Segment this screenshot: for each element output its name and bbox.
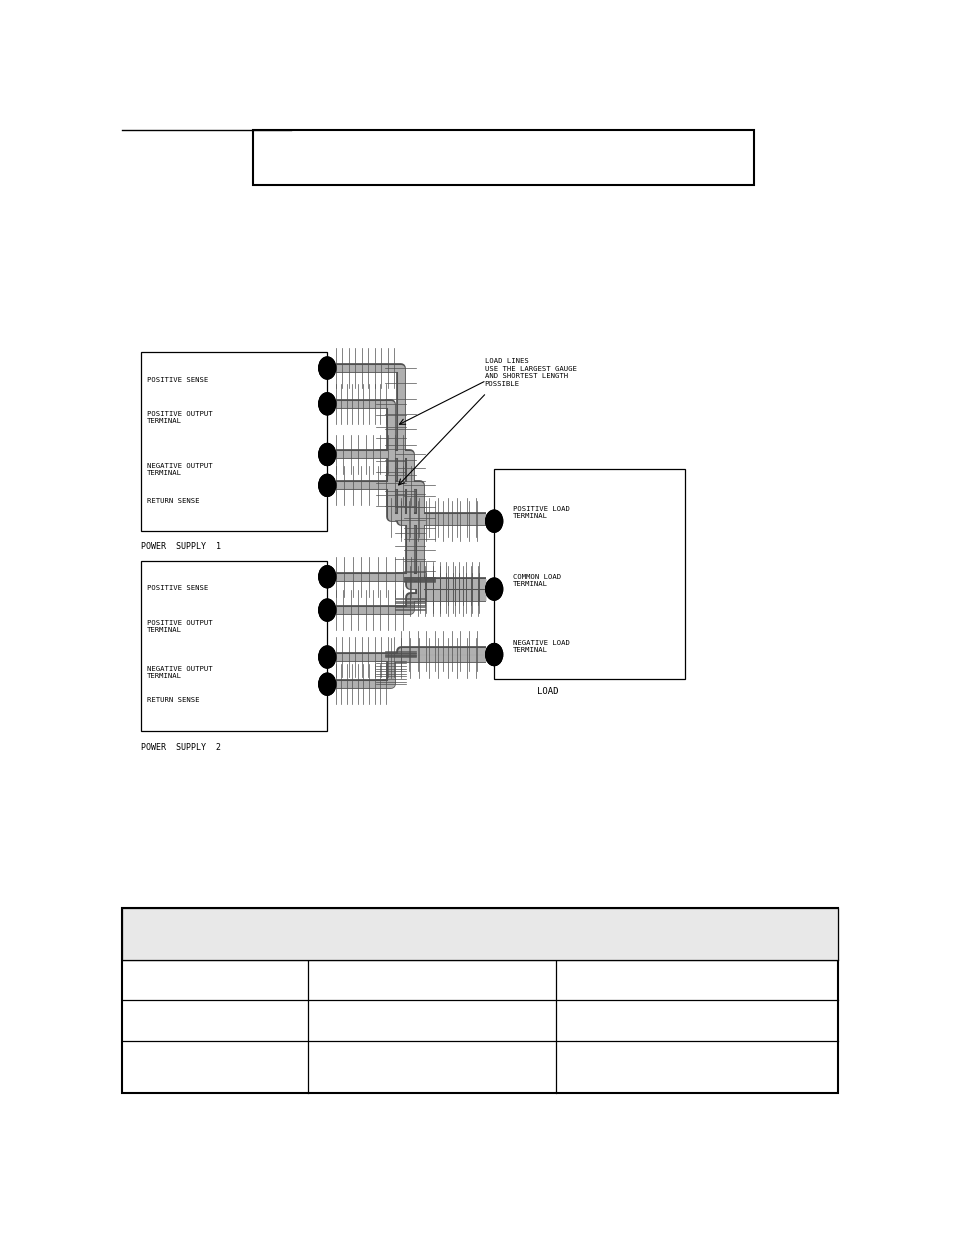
Circle shape <box>318 566 335 588</box>
Circle shape <box>318 357 335 379</box>
Circle shape <box>485 578 502 600</box>
Text: POSITIVE OUTPUT
TERMINAL: POSITIVE OUTPUT TERMINAL <box>147 620 213 634</box>
Text: NEGATIVE LOAD
TERMINAL: NEGATIVE LOAD TERMINAL <box>513 640 570 653</box>
Circle shape <box>318 474 335 496</box>
Text: POWER  SUPPLY  1: POWER SUPPLY 1 <box>141 542 221 551</box>
Circle shape <box>318 599 335 621</box>
Text: RETURN SENSE: RETURN SENSE <box>147 697 199 703</box>
Text: NEGATIVE OUTPUT
TERMINAL: NEGATIVE OUTPUT TERMINAL <box>147 463 213 477</box>
Circle shape <box>485 510 502 532</box>
Circle shape <box>318 673 335 695</box>
Circle shape <box>318 357 335 379</box>
Bar <box>141 561 327 731</box>
Circle shape <box>485 510 502 532</box>
Bar <box>494 469 684 679</box>
Circle shape <box>485 643 502 666</box>
Text: RETURN SENSE: RETURN SENSE <box>147 498 199 504</box>
Bar <box>253 130 753 185</box>
Circle shape <box>318 474 335 496</box>
Circle shape <box>318 673 335 695</box>
Text: POSITIVE SENSE: POSITIVE SENSE <box>147 585 208 592</box>
Text: POSITIVE SENSE: POSITIVE SENSE <box>147 377 208 383</box>
Circle shape <box>318 443 335 466</box>
Text: LOAD: LOAD <box>537 687 558 695</box>
Text: COMMON LOAD
TERMINAL: COMMON LOAD TERMINAL <box>513 574 560 588</box>
Circle shape <box>485 578 502 600</box>
Bar <box>122 908 837 960</box>
Bar <box>122 908 837 1093</box>
Text: NEGATIVE OUTPUT
TERMINAL: NEGATIVE OUTPUT TERMINAL <box>147 666 213 679</box>
Circle shape <box>318 393 335 415</box>
Circle shape <box>318 443 335 466</box>
Circle shape <box>318 393 335 415</box>
Circle shape <box>318 646 335 668</box>
Text: POSITIVE OUTPUT
TERMINAL: POSITIVE OUTPUT TERMINAL <box>147 411 213 425</box>
Text: POWER  SUPPLY  2: POWER SUPPLY 2 <box>141 743 221 752</box>
Circle shape <box>485 643 502 666</box>
Text: POSITIVE LOAD
TERMINAL: POSITIVE LOAD TERMINAL <box>513 506 570 520</box>
Circle shape <box>318 646 335 668</box>
Text: LOAD LINES
USE THE LARGEST GAUGE
AND SHORTEST LENGTH
POSSIBLE: LOAD LINES USE THE LARGEST GAUGE AND SHO… <box>484 358 576 387</box>
Bar <box>141 352 327 531</box>
Circle shape <box>318 599 335 621</box>
Circle shape <box>318 566 335 588</box>
